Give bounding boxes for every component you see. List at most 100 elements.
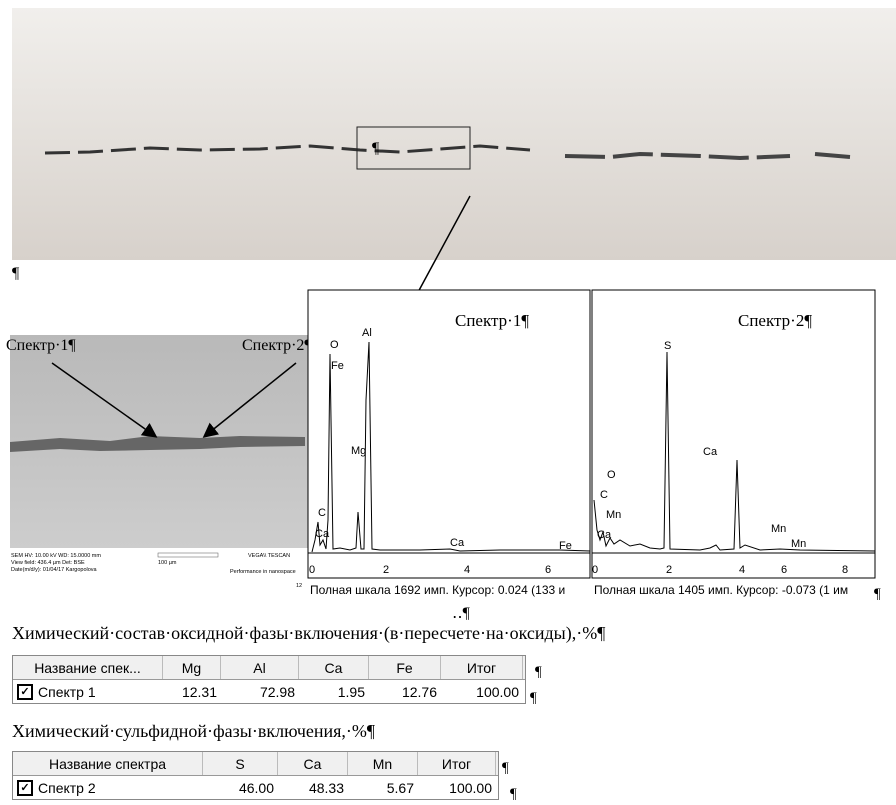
data-row: ✓ Спектр 2 46.00 48.33 5.67 100.00 [13,776,498,799]
cell-text: Спектр 1 [38,683,96,700]
table: Название спектра S Ca Mn Итог ✓ Спектр 2 46.00 4… [12,751,499,800]
pilcrow: ¶ [874,586,881,602]
cell-text: 72.98 [259,683,295,700]
tick-label: 6 [781,564,787,576]
label: Спектр·1¶ [6,337,76,354]
data-row: ✓ Спектр 1 12.31 72.98 1.95 12.76 100.00 [13,680,525,703]
tick-label: 0 [592,564,598,576]
peak-label: Mg [351,445,366,457]
header-cell: Итог [441,656,523,679]
tick-label: 4 [464,564,470,576]
peak-label: Ca [315,528,330,540]
tick-label: 0 [309,564,315,576]
spectrum-line [311,341,591,553]
peak-label: Mn [791,538,806,550]
spectrum-title: Спектр·2¶ [738,311,812,330]
cell-text: 100.00 [476,683,519,700]
peak-label: O [330,339,339,351]
header-cell: Название спектра [13,752,203,775]
status: Полная шкала 1405 имп. Курсор: -0.073 (1… [594,583,848,597]
header-cell: S [203,752,278,775]
peak-label: Ca [703,446,718,458]
cell-text: 1.95 [337,683,365,700]
peak-label: Ca [450,537,465,549]
header-cell: Ca [299,656,369,679]
checkbox: ✓ [17,683,33,700]
info: Date(m/d/y): 01/04/17 Kargopolova [11,567,98,573]
spectrum-line [593,351,876,552]
cell: 48.33 [278,776,348,799]
cell-text: 12.76 [401,683,437,700]
peak-label: Mn [771,523,786,535]
cell-text: 46.00 [238,779,274,796]
cell: ✓ Спектр 2 [13,776,203,799]
peak-label: C [600,489,608,501]
tick-label: 6 [545,564,551,576]
cell-text: 100.00 [449,779,492,796]
pilcrow: ¶ [12,265,20,282]
cell: 5.67 [348,776,418,799]
cell: 100.00 [441,680,523,703]
cell: 12.76 [369,680,441,703]
spectrum-panel [591,289,876,579]
cell: 46.00 [203,776,278,799]
spectrum-panel [307,289,591,579]
selection-box [356,126,471,170]
tick-label: 8 [842,564,848,576]
crack [44,144,531,155]
header-row: Название спек... Mg Al Ca Fe Итог [13,656,525,680]
peak-label: Mn [606,509,621,521]
peak-label: S [664,340,671,352]
peak-label: Fe [331,360,344,372]
caption: Химический·состав·оксидной·фазы·включени… [12,623,606,643]
tick-label: 4 [739,564,745,576]
header-row: Название спектра S Ca Mn Итог [13,752,498,776]
cell-text: Спектр 2 [38,779,96,796]
scale: 100 µm [158,560,177,566]
pilcrow: ¶ [530,690,537,706]
header-cell: Mn [348,752,418,775]
spectrum-title: Спектр·1¶ [455,311,529,330]
label: Спектр·2¶ [242,337,312,354]
cell: ✓ Спектр 1 [13,680,163,703]
photo [12,8,896,260]
peak-label: Ca [597,529,612,541]
cell-text: 12.31 [181,683,217,700]
tick-label: 2 [383,564,389,576]
tick-label: 2 [666,564,672,576]
arrow [51,362,158,438]
micrograph [10,335,308,569]
arrow [202,362,297,438]
peak-label: Fe [559,540,572,552]
checkbox: ✓ [17,779,33,796]
inclusion [10,436,305,452]
pilcrow: ¶ [372,140,380,157]
info: SEM HV: 10.00 kV WD: 15.0000 mm [11,553,101,559]
corner: 12 [296,583,302,589]
slogan: Performance in nanospace [230,569,296,575]
caption: Химический·сульфидной·фазы·включения,·%¶ [12,721,376,741]
cell-text: 48.33 [308,779,344,796]
status: Полная шкала 1692 имп. Курсор: 0.024 (13… [310,583,565,597]
pilcrow: ¶ [535,664,542,680]
pilcrow: ‥¶ [452,605,471,622]
header-cell: Итог [418,752,496,775]
cell: 72.98 [221,680,299,703]
table: Название спек... Mg Al Ca Fe Итог ✓ Спектр 1 12.… [12,655,526,704]
brand: VEGA\\ TESCAN [248,553,290,559]
scale-bar [157,552,219,558]
pilcrow: ¶ [502,760,509,776]
peak-label: O [607,469,616,481]
crack [564,151,851,161]
header-cell: Fe [369,656,441,679]
cell: 12.31 [163,680,221,703]
info-bar [10,548,308,569]
cell-text: 5.67 [386,779,414,796]
peak-label: C [318,507,326,519]
pilcrow: ¶ [510,786,517,802]
cell: 100.00 [418,776,496,799]
info: View field: 436.4 µm Det: BSE [11,560,85,566]
header-cell: Ca [278,752,348,775]
